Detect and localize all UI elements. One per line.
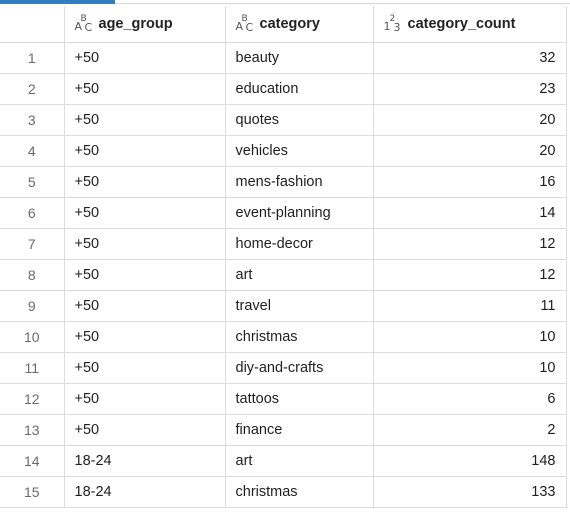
category-cell[interactable]: diy-and-crafts <box>225 352 374 384</box>
age-group-cell[interactable]: +50 <box>64 166 226 198</box>
age-group-cell[interactable]: +50 <box>64 414 226 446</box>
row-number-cell[interactable]: 1 <box>0 42 65 74</box>
table-row[interactable]: 12 +50 tattoos 6 <box>0 383 567 415</box>
tab-strip-border <box>115 3 570 4</box>
row-number-cell[interactable]: 10 <box>0 321 65 353</box>
category-count-cell[interactable]: 10 <box>373 352 567 384</box>
category-count-cell[interactable]: 148 <box>373 445 567 477</box>
table-row[interactable]: 8 +50 art 12 <box>0 259 567 291</box>
category-cell[interactable]: home-decor <box>225 228 374 260</box>
age-group-cell[interactable]: +50 <box>64 197 226 229</box>
category-cell[interactable]: beauty <box>225 42 374 74</box>
category-cell[interactable]: education <box>225 73 374 105</box>
age-group-cell[interactable]: +50 <box>64 259 226 291</box>
row-number-cell[interactable]: 11 <box>0 352 65 384</box>
row-number-cell[interactable]: 14 <box>0 445 65 477</box>
age-group-cell[interactable]: +50 <box>64 42 226 74</box>
table-row[interactable]: 3 +50 quotes 20 <box>0 104 567 136</box>
table-row[interactable]: 5 +50 mens-fashion 16 <box>0 166 567 198</box>
table-row[interactable]: 6 +50 event-planning 14 <box>0 197 567 229</box>
table-row[interactable]: 2 +50 education 23 <box>0 73 567 105</box>
row-number-cell[interactable]: 15 <box>0 476 65 508</box>
category-count-cell[interactable]: 20 <box>373 104 567 136</box>
age-group-cell[interactable]: +50 <box>64 321 226 353</box>
category-count-cell[interactable]: 14 <box>373 197 567 229</box>
age-group-cell[interactable]: +50 <box>64 383 226 415</box>
age-group-cell[interactable]: 18-24 <box>64 445 226 477</box>
category-cell[interactable]: quotes <box>225 104 374 136</box>
age-group-cell[interactable]: 18-24 <box>64 476 226 508</box>
category-count-cell[interactable]: 12 <box>373 228 567 260</box>
row-number-cell[interactable]: 13 <box>0 414 65 446</box>
row-number-cell[interactable]: 6 <box>0 197 65 229</box>
row-number-cell[interactable]: 9 <box>0 290 65 322</box>
category-cell[interactable]: christmas <box>225 321 374 353</box>
category-cell[interactable]: travel <box>225 290 374 322</box>
table-row[interactable]: 9 +50 travel 11 <box>0 290 567 322</box>
category-count-cell[interactable]: 6 <box>373 383 567 415</box>
row-number-header[interactable] <box>0 6 65 43</box>
category-count-cell[interactable]: 10 <box>373 321 567 353</box>
table-row[interactable]: 15 18-24 christmas 133 <box>0 476 567 508</box>
category-cell[interactable]: tattoos <box>225 383 374 415</box>
table-row[interactable]: 14 18-24 art 148 <box>0 445 567 477</box>
table-row[interactable]: 7 +50 home-decor 12 <box>0 228 567 260</box>
age-group-cell[interactable]: +50 <box>64 104 226 136</box>
row-number-cell[interactable]: 7 <box>0 228 65 260</box>
row-number-cell[interactable]: 5 <box>0 166 65 198</box>
category-cell[interactable]: christmas <box>225 476 374 508</box>
category-count-cell[interactable]: 11 <box>373 290 567 322</box>
column-header-label: age_group <box>98 16 173 32</box>
column-header-label: category <box>259 16 320 32</box>
active-tab-indicator <box>0 0 115 4</box>
category-count-cell[interactable]: 2 <box>373 414 567 446</box>
category-cell[interactable]: vehicles <box>225 135 374 167</box>
age-group-cell[interactable]: +50 <box>64 228 226 260</box>
category-count-cell[interactable]: 16 <box>373 166 567 198</box>
row-number-cell[interactable]: 12 <box>0 383 65 415</box>
category-cell[interactable]: finance <box>225 414 374 446</box>
category-count-cell[interactable]: 20 <box>373 135 567 167</box>
row-number-cell[interactable]: 4 <box>0 135 65 167</box>
table-row[interactable]: 10 +50 christmas 10 <box>0 321 567 353</box>
row-number-cell[interactable]: 2 <box>0 73 65 105</box>
row-number-cell[interactable]: 3 <box>0 104 65 136</box>
age-group-cell[interactable]: +50 <box>64 73 226 105</box>
age-group-cell[interactable]: +50 <box>64 135 226 167</box>
category-cell[interactable]: art <box>225 259 374 291</box>
column-header-label: category_count <box>407 16 516 32</box>
table-row[interactable]: 13 +50 finance 2 <box>0 414 567 446</box>
category-count-cell[interactable]: 133 <box>373 476 567 508</box>
category-count-cell[interactable]: 23 <box>373 73 567 105</box>
category-cell[interactable]: event-planning <box>225 197 374 229</box>
category-cell[interactable]: art <box>225 445 374 477</box>
table-row[interactable]: 4 +50 vehicles 20 <box>0 135 567 167</box>
table-row[interactable]: 1 +50 beauty 32 <box>0 42 567 74</box>
table-row[interactable]: 11 +50 diy-and-crafts 10 <box>0 352 567 384</box>
row-number-cell[interactable]: 8 <box>0 259 65 291</box>
age-group-cell[interactable]: +50 <box>64 352 226 384</box>
category-count-cell[interactable]: 32 <box>373 42 567 74</box>
category-count-cell[interactable]: 12 <box>373 259 567 291</box>
category-cell[interactable]: mens-fashion <box>225 166 374 198</box>
age-group-cell[interactable]: +50 <box>64 290 226 322</box>
